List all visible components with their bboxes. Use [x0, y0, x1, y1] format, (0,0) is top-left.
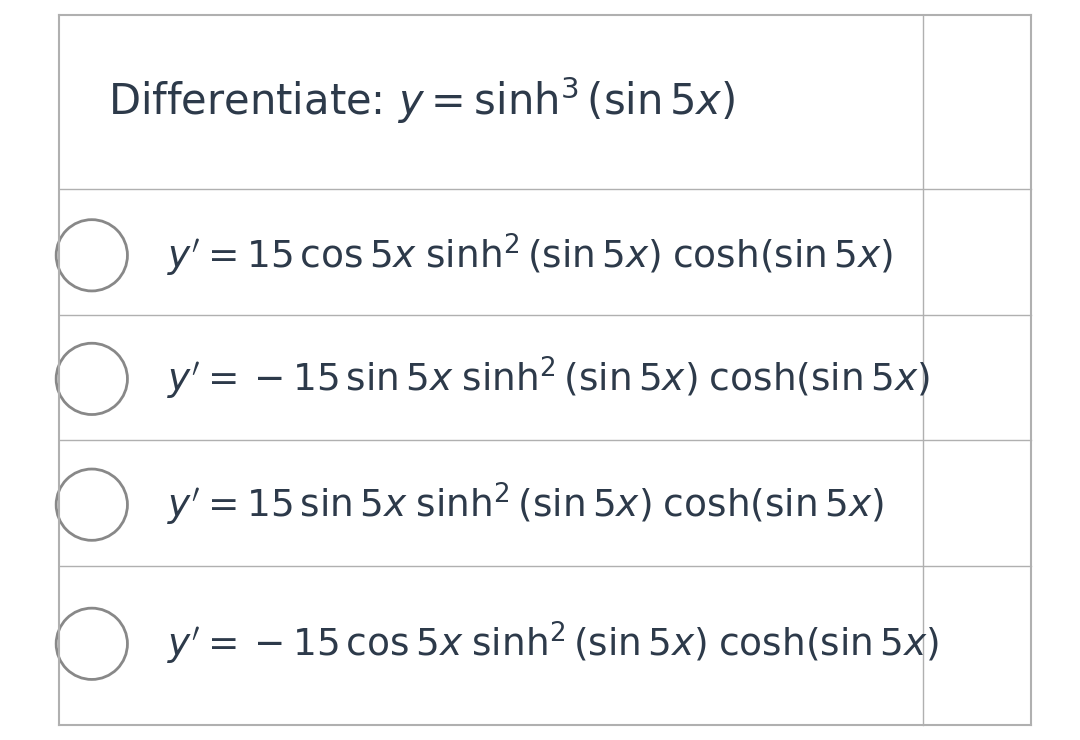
Text: Differentiate: $y = \sinh^3(\sin 5x)$: Differentiate: $y = \sinh^3(\sin 5x)$: [108, 74, 735, 126]
Text: $y' = 15\,\cos 5x\;\sinh^2(\sin 5x)\;\cosh(\sin 5x)$: $y' = 15\,\cos 5x\;\sinh^2(\sin 5x)\;\co…: [167, 232, 893, 279]
Text: $y' = -15\,\cos 5x\;\sinh^2(\sin 5x)\;\cosh(\sin 5x)$: $y' = -15\,\cos 5x\;\sinh^2(\sin 5x)\;\c…: [167, 620, 940, 667]
Text: $y' = 15\,\sin 5x\;\sinh^2(\sin 5x)\;\cosh(\sin 5x)$: $y' = 15\,\sin 5x\;\sinh^2(\sin 5x)\;\co…: [167, 481, 885, 528]
Text: $y' = -15\,\sin 5x\;\sinh^2(\sin 5x)\;\cosh(\sin 5x)$: $y' = -15\,\sin 5x\;\sinh^2(\sin 5x)\;\c…: [167, 355, 930, 403]
